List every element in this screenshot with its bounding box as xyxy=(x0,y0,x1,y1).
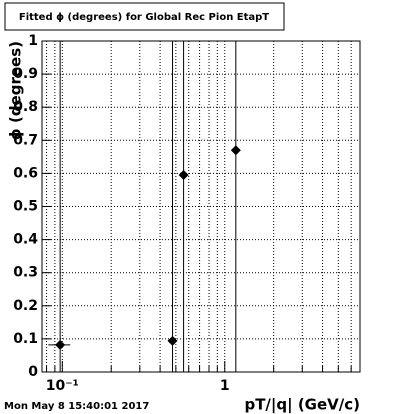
x-tick-label: 10⁻¹ xyxy=(46,378,79,394)
title-box xyxy=(4,2,285,31)
y-tick-label: 0.6 xyxy=(13,165,38,181)
y-tick-label: 1 xyxy=(28,33,38,49)
y-axis-label: ϕ (degrees) xyxy=(7,41,25,140)
y-tick-label: 0.4 xyxy=(13,232,38,248)
data-point xyxy=(230,145,241,156)
y-tick-label: 0 xyxy=(28,364,38,380)
x-tick-label: 1 xyxy=(220,378,230,394)
y-tick-label: 0.7 xyxy=(13,132,38,148)
y-tick-label: 0.5 xyxy=(13,199,38,215)
y-tick-label: 0.3 xyxy=(13,265,38,281)
timestamp: Mon May 8 15:40:01 2017 xyxy=(4,401,149,412)
y-tick-label: 0.2 xyxy=(13,298,38,314)
y-tick-label: 0.1 xyxy=(13,331,38,347)
data-point xyxy=(55,339,66,350)
data-point xyxy=(178,170,189,181)
x-axis-label: pT/|q| (GeV/c) xyxy=(244,396,360,414)
data-point xyxy=(167,335,178,346)
y-tick-label: 0.9 xyxy=(13,66,38,82)
chart-title: Fitted ϕ (degrees) for Global Rec Pion E… xyxy=(19,12,269,23)
y-tick-label: 0.8 xyxy=(13,99,38,115)
